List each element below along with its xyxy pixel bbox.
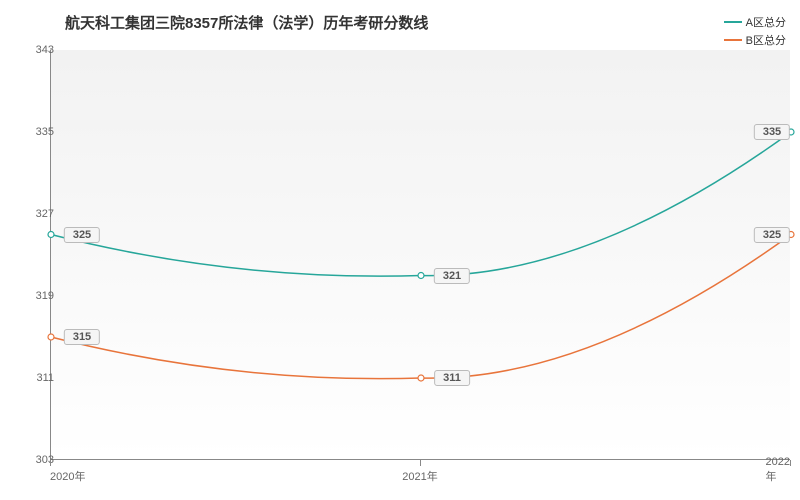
data-marker: [48, 232, 54, 238]
legend: A区总分 B区总分: [724, 14, 786, 50]
y-tick-label: 311: [36, 372, 54, 384]
data-marker: [418, 273, 424, 279]
data-label: 315: [64, 329, 100, 345]
legend-item-a: A区总分: [724, 14, 786, 30]
series-b-line: [51, 235, 791, 379]
x-tick: [50, 460, 51, 466]
chart-container: 航天科工集团三院8357所法律（法学）历年考研分数线 A区总分 B区总分 303…: [0, 0, 800, 500]
data-marker: [48, 334, 54, 340]
data-label: 325: [754, 227, 790, 243]
y-tick-label: 335: [36, 126, 54, 138]
series-a-line: [51, 132, 791, 276]
x-tick-label: 2022年: [766, 456, 790, 484]
legend-label-b: B区总分: [746, 32, 786, 48]
chart-svg: [51, 50, 790, 459]
data-label: 311: [434, 370, 470, 386]
plot-area: [50, 50, 790, 460]
y-tick-label: 303: [36, 454, 54, 466]
y-tick-label: 327: [36, 208, 54, 220]
legend-swatch-b: [724, 39, 742, 41]
y-tick-label: 319: [36, 290, 54, 302]
chart-title: 航天科工集团三院8357所法律（法学）历年考研分数线: [65, 12, 428, 33]
data-label: 335: [754, 124, 790, 140]
legend-label-a: A区总分: [746, 14, 786, 30]
data-label: 321: [434, 268, 470, 284]
x-tick-label: 2020年: [50, 468, 85, 484]
series-a-markers: [48, 129, 794, 279]
x-tick: [790, 460, 791, 466]
data-label: 325: [64, 227, 100, 243]
series-b-markers: [48, 232, 794, 382]
legend-swatch-a: [724, 21, 742, 23]
y-tick-label: 343: [36, 44, 54, 56]
data-marker: [418, 375, 424, 381]
x-tick: [420, 460, 421, 466]
legend-item-b: B区总分: [724, 32, 786, 48]
x-tick-label: 2021年: [402, 468, 437, 484]
